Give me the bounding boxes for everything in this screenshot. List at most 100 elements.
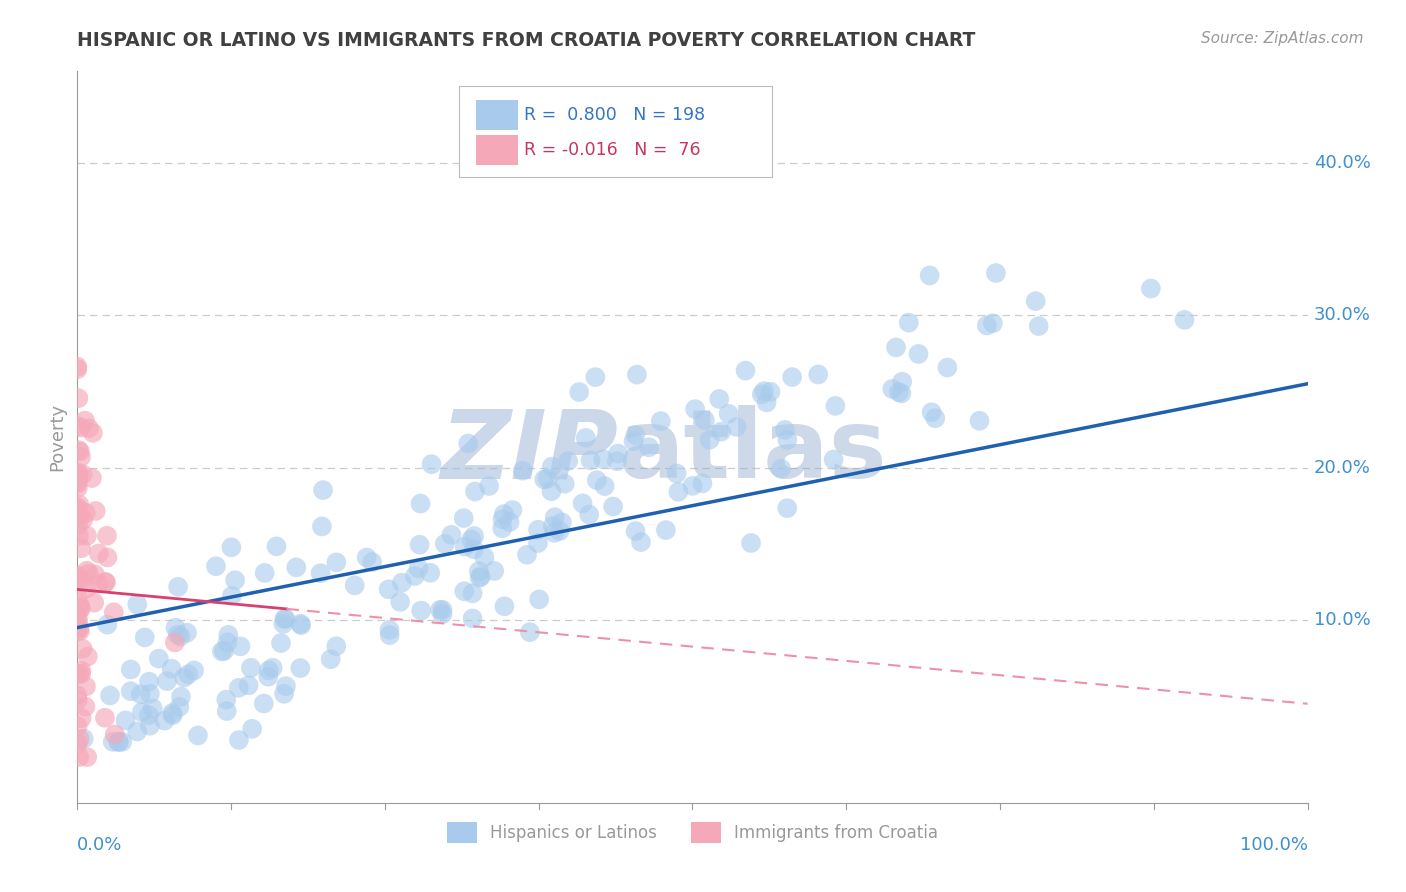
Point: [453, 584, 475, 599]
Point: [624, 428, 647, 442]
Point: [72, 641, 94, 656]
Point: [156, 674, 179, 689]
FancyBboxPatch shape: [477, 100, 517, 130]
Point: [924, 411, 946, 425]
Point: [107, 735, 129, 749]
Point: [533, 472, 555, 486]
Point: [257, 670, 280, 684]
Point: [153, 714, 176, 728]
Point: [70, 711, 93, 725]
Point: [440, 528, 463, 542]
Point: [583, 370, 606, 384]
Point: [976, 318, 998, 333]
Point: [228, 681, 250, 695]
Point: [66, 693, 89, 707]
Point: [890, 386, 912, 401]
Point: [361, 555, 384, 569]
Point: [551, 516, 574, 530]
Point: [238, 678, 260, 692]
Point: [623, 434, 645, 449]
Point: [740, 536, 762, 550]
Point: [463, 542, 485, 557]
Point: [492, 507, 515, 521]
Text: 0.0%: 0.0%: [77, 836, 122, 854]
Point: [177, 667, 200, 681]
Point: [66, 568, 89, 582]
Point: [96, 550, 118, 565]
Point: [257, 663, 280, 677]
Point: [205, 559, 228, 574]
Point: [309, 566, 332, 581]
Point: [571, 496, 593, 510]
Point: [70, 574, 93, 589]
Point: [773, 423, 796, 437]
Point: [682, 479, 704, 493]
Point: [111, 735, 134, 749]
Point: [391, 575, 413, 590]
Point: [607, 447, 630, 461]
Point: [655, 523, 678, 537]
Point: [66, 719, 89, 733]
Point: [94, 575, 117, 590]
Point: [69, 510, 91, 524]
Point: [389, 595, 412, 609]
Point: [83, 596, 105, 610]
Point: [215, 692, 238, 706]
Point: [776, 501, 799, 516]
Point: [87, 546, 110, 560]
Point: [537, 472, 560, 486]
Point: [69, 572, 91, 586]
Point: [290, 616, 312, 631]
Point: [67, 470, 90, 484]
Point: [239, 661, 262, 675]
Point: [66, 419, 89, 434]
Point: [501, 503, 523, 517]
Point: [69, 444, 91, 458]
Point: [163, 635, 186, 649]
Point: [527, 523, 550, 537]
Point: [494, 599, 516, 614]
Point: [404, 569, 426, 583]
Point: [224, 573, 246, 587]
Point: [907, 347, 929, 361]
Point: [66, 666, 89, 681]
Point: [734, 364, 756, 378]
Point: [882, 382, 904, 396]
Point: [114, 714, 136, 728]
Point: [69, 602, 91, 616]
Point: [160, 662, 183, 676]
Point: [918, 268, 941, 283]
Point: [66, 481, 89, 495]
Point: [142, 701, 165, 715]
Point: [936, 360, 959, 375]
Point: [66, 359, 89, 374]
Point: [66, 501, 89, 516]
Point: [807, 368, 830, 382]
FancyBboxPatch shape: [458, 86, 772, 178]
Point: [378, 628, 401, 642]
Point: [454, 540, 477, 554]
Point: [148, 651, 170, 665]
Point: [215, 704, 238, 718]
Point: [75, 699, 97, 714]
Point: [468, 571, 491, 585]
Point: [638, 440, 661, 454]
Point: [579, 453, 602, 467]
Point: [98, 689, 121, 703]
Point: [127, 724, 149, 739]
Point: [120, 684, 142, 698]
Point: [80, 471, 103, 485]
Text: 10.0%: 10.0%: [1313, 611, 1371, 629]
Point: [461, 586, 484, 600]
Point: [273, 687, 295, 701]
Point: [96, 617, 118, 632]
Point: [211, 644, 233, 658]
Point: [167, 580, 190, 594]
Point: [491, 521, 513, 535]
Point: [311, 519, 333, 533]
Point: [96, 529, 118, 543]
Point: [650, 414, 672, 428]
Point: [94, 575, 117, 590]
Point: [76, 564, 98, 578]
Point: [212, 644, 235, 658]
